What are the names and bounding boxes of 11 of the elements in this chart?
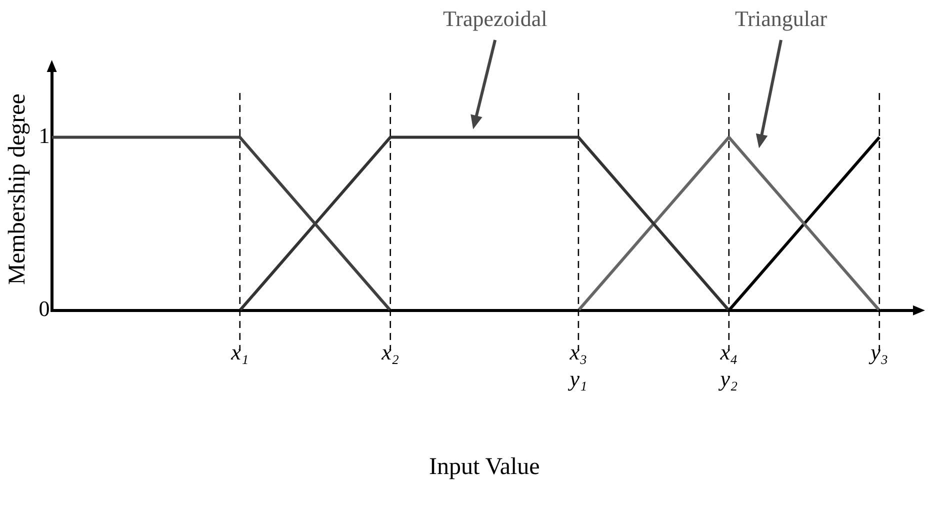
text: Trapezoidal — [442, 6, 548, 31]
text: Triangular — [734, 6, 828, 31]
y-tick-label: 1 — [38, 123, 50, 148]
x-tick-label: x₂ — [380, 339, 400, 364]
x-axis-title: Input Value — [428, 454, 540, 480]
x-tick-label: x₁ — [230, 339, 249, 364]
x-tick-label: y₃ — [868, 339, 888, 364]
x-tick-label: x₄ y₂ — [718, 339, 738, 391]
x-tick-label: x₃ y₁ — [568, 339, 588, 391]
y-axis-title: Membership degree — [4, 94, 31, 285]
y-tick-label: 0 — [38, 296, 50, 322]
